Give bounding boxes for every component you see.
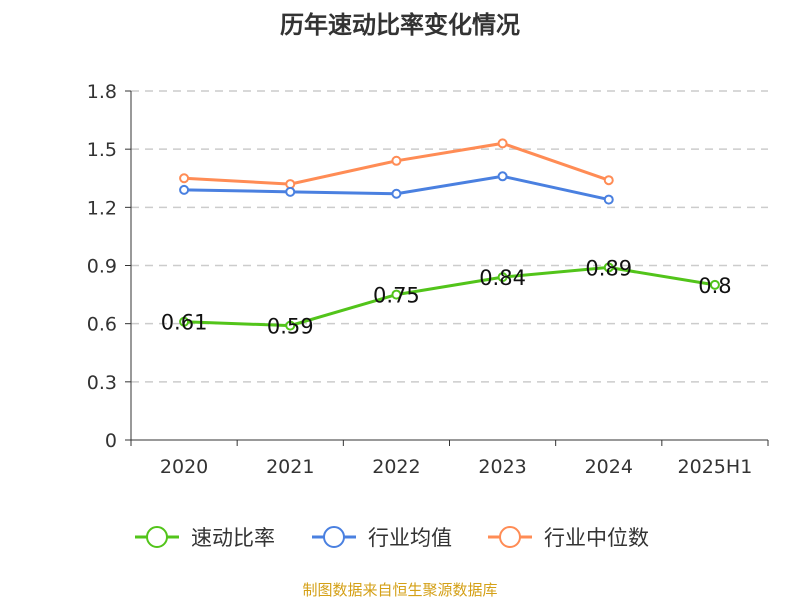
y-tick-label: 1.5 (87, 139, 117, 161)
data-label: 0.89 (585, 256, 632, 280)
data-label: 0.59 (267, 315, 314, 339)
x-tick-label: 2020 (160, 456, 208, 478)
y-tick-label: 1.8 (87, 81, 117, 103)
data-label: 0.75 (373, 284, 420, 308)
data-point[interactable] (391, 188, 402, 199)
x-tick-label: 2021 (266, 456, 314, 478)
data-point[interactable] (709, 279, 720, 290)
data-label: 0.61 (161, 311, 208, 335)
chart-title: 历年速动比率变化情况 (280, 11, 520, 39)
legend-label[interactable]: 行业中位数 (544, 526, 649, 550)
data-point[interactable] (603, 194, 614, 205)
legend-label[interactable]: 速动比率 (191, 526, 275, 550)
data-point[interactable] (285, 186, 296, 197)
data-point[interactable] (391, 155, 402, 166)
data-point[interactable] (179, 184, 190, 195)
legend-label[interactable]: 行业均值 (368, 526, 452, 550)
data-point[interactable] (285, 320, 296, 331)
series-line (184, 265, 716, 328)
x-tick-label: 2022 (372, 456, 420, 478)
y-tick-label: 0.6 (87, 314, 117, 336)
y-tick-label: 0.9 (87, 256, 117, 278)
data-label: 0.8 (698, 274, 731, 298)
x-tick-label: 2024 (585, 456, 633, 478)
data-point[interactable] (497, 138, 508, 149)
legend-marker[interactable] (146, 526, 168, 548)
data-point[interactable] (179, 173, 190, 184)
legend-marker[interactable] (499, 526, 521, 548)
data-point[interactable] (603, 175, 614, 186)
x-tick-label: 2023 (478, 456, 526, 478)
y-tick-label: 0.3 (87, 372, 117, 394)
data-point[interactable] (497, 272, 508, 283)
legend-marker[interactable] (323, 526, 345, 548)
data-point[interactable] (179, 316, 190, 327)
data-point[interactable] (603, 262, 614, 273)
source-note: 制图数据来自恒生聚源数据库 (302, 581, 497, 599)
y-tick-label: 0 (105, 430, 117, 452)
data-label: 0.84 (479, 266, 526, 290)
x-tick-label: 2025H1 (678, 456, 753, 478)
data-point[interactable] (497, 171, 508, 182)
data-point[interactable] (391, 289, 402, 300)
y-tick-label: 1.2 (87, 197, 117, 219)
